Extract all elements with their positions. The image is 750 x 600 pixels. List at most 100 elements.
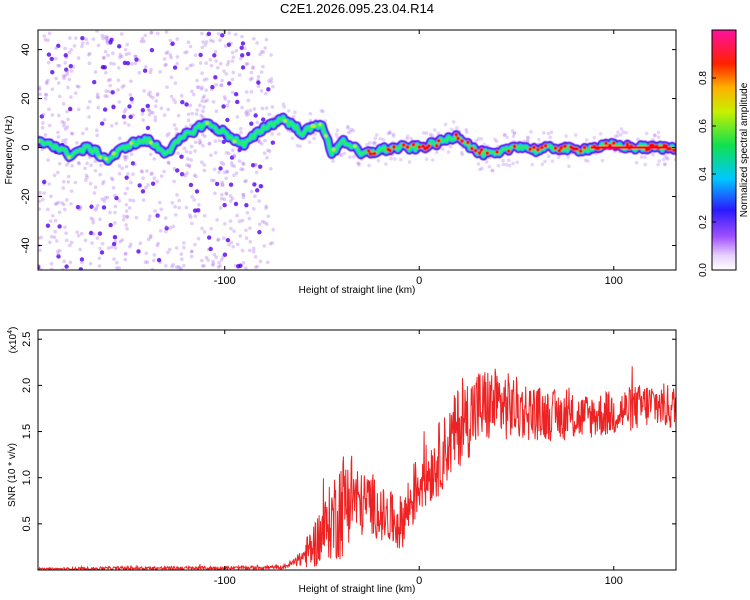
spectrogram-noise-dot <box>211 39 215 44</box>
spectrogram-noise-dot <box>218 206 223 210</box>
spectrogram-noise-dot <box>213 49 218 54</box>
spectrogram-noise-dot <box>253 265 258 269</box>
spectrogram-noise-dot <box>188 44 193 49</box>
spectrogram-noise-dot <box>149 172 154 177</box>
spectrogram-noise-dot <box>232 164 237 168</box>
spectrogram-noise-dot <box>50 113 55 117</box>
spectrogram-noise-dot <box>182 245 186 250</box>
spectrogram-noise-dot <box>134 57 139 62</box>
spectrogram-noise-dot <box>122 214 126 218</box>
snr-plot-area <box>38 330 676 570</box>
spectrogram-noise-dot <box>259 89 264 93</box>
spectrogram-noise-dot <box>174 265 179 269</box>
spectrogram-noise-dot <box>142 39 146 44</box>
spectrogram-noise-dot <box>155 93 160 97</box>
spectrogram-noise-dot <box>76 233 81 238</box>
spectrogram-noise-dot <box>78 206 83 210</box>
spectrogram-halo-dot <box>656 130 661 135</box>
spectrogram-noise-dot <box>68 106 73 112</box>
spectrogram-x-tick-label: -100 <box>214 275 236 287</box>
spectrogram-noise-dot <box>95 203 100 208</box>
spectrogram-noise-dot <box>127 51 131 56</box>
spectrogram-noise-dot <box>141 176 145 180</box>
spectrogram-halo-dot <box>510 129 515 133</box>
spectrogram-noise-dot <box>56 43 61 48</box>
spectrogram-halo-dot <box>619 127 624 131</box>
spectrogram-noise-dot <box>38 264 41 268</box>
spectrogram-noise-dot <box>240 218 245 223</box>
spectrogram-noise-dot <box>63 73 67 78</box>
spectrogram-noise-dot <box>122 154 127 159</box>
spectrogram-halo-dot <box>348 155 352 159</box>
spectrogram-noise-dot <box>127 123 131 127</box>
spectrogram-noise-dot <box>41 179 47 185</box>
spectrogram-noise-dot <box>261 50 266 54</box>
spectrogram-noise-dot <box>164 224 168 229</box>
spectrogram-halo-dot <box>430 133 435 138</box>
spectrogram-noise-dot <box>61 74 66 78</box>
spectrogram-noise-dot <box>164 264 168 268</box>
spectrogram-noise-dot <box>263 46 268 50</box>
spectrogram-noise-dot <box>41 121 45 125</box>
spectrogram-noise-dot <box>248 108 253 113</box>
spectrogram-noise-dot <box>196 236 201 241</box>
spectrogram-noise-dot <box>251 37 256 41</box>
colorbar-title: Normalized spectral amplitude <box>739 82 750 217</box>
spectrogram-noise-dot <box>38 199 42 204</box>
track-peak-dot <box>668 146 673 151</box>
spectrogram-noise-dot <box>202 163 207 167</box>
spectrogram-noise-dot <box>62 207 67 212</box>
spectrogram-halo-dot <box>653 133 657 138</box>
spectrogram-noise-dot <box>175 61 180 66</box>
spectrogram-noise-dot <box>103 196 108 200</box>
spectrogram-noise-dot <box>104 70 108 75</box>
spectrogram-noise-dot <box>38 264 41 270</box>
spectrogram-noise-dot <box>190 221 194 226</box>
spectrogram-noise-dot <box>214 82 218 87</box>
track-peak-dot <box>129 141 133 145</box>
snr-y-axis-title: SNR (10 * v/v) <box>7 443 18 507</box>
spectrogram-halo-dot <box>542 131 546 135</box>
spectrogram-noise-dot <box>83 166 87 171</box>
spectrogram-halo-dot <box>546 131 551 136</box>
spectrogram-noise-dot <box>87 61 92 66</box>
spectrogram-noise-dot <box>170 201 175 205</box>
spectrogram-noise-dot <box>69 95 73 99</box>
track-peak-dot <box>625 142 630 147</box>
colorbar-ticks: 0.0 0.2 0.4 0.6 0.8 <box>698 71 716 277</box>
spectrogram-noise-dot <box>44 80 49 85</box>
spectrogram-noise-dot <box>210 263 215 267</box>
spectrogram-noise-dot <box>206 31 212 37</box>
spectrogram-noise-dot <box>251 65 255 69</box>
spectrogram-noise-dot <box>113 246 118 250</box>
spectrogram-halo-dot <box>319 109 324 113</box>
spectrogram-noise-dot <box>249 89 254 94</box>
spectrogram-noise-dot <box>77 161 82 166</box>
spectrogram-noise-dot <box>43 133 48 137</box>
spectrogram-noise-dot <box>148 70 153 75</box>
spectrogram-noise-dot <box>85 41 90 45</box>
spectrogram-noise-dot <box>47 107 51 111</box>
track-peak-dot <box>578 149 583 154</box>
spectrogram-noise-dot <box>125 186 130 191</box>
spectrogram-noise-dot <box>119 32 124 36</box>
colorbar-tick-label: 0.8 <box>698 71 709 85</box>
spectrogram-noise-dot <box>249 121 254 126</box>
spectrogram-halo-dot <box>308 111 313 116</box>
snr-y-ticks: 0.5 1.0 1.5 2.0 2.5 <box>21 332 676 531</box>
spectrogram-noise-dot <box>125 227 129 231</box>
spectrogram-noise-dot <box>226 59 231 64</box>
spectrogram-noise-dot <box>141 118 145 122</box>
spectrogram-noise-dot <box>131 113 136 117</box>
spectrogram-noise-dot <box>69 47 74 52</box>
spectrogram-halo-dot <box>308 118 313 123</box>
spectrogram-halo-dot <box>507 163 512 168</box>
spectrogram-noise-dot <box>145 103 151 109</box>
spectrogram-noise-dot <box>65 72 70 76</box>
spectrogram-noise-dot <box>52 173 57 178</box>
spectrogram-noise-dot <box>46 78 50 83</box>
spectrogram-noise-dot <box>111 241 117 247</box>
spectrogram-noise-dot <box>54 46 58 51</box>
track-peak-dot <box>391 144 396 149</box>
spectrogram-noise-dot <box>61 267 65 270</box>
